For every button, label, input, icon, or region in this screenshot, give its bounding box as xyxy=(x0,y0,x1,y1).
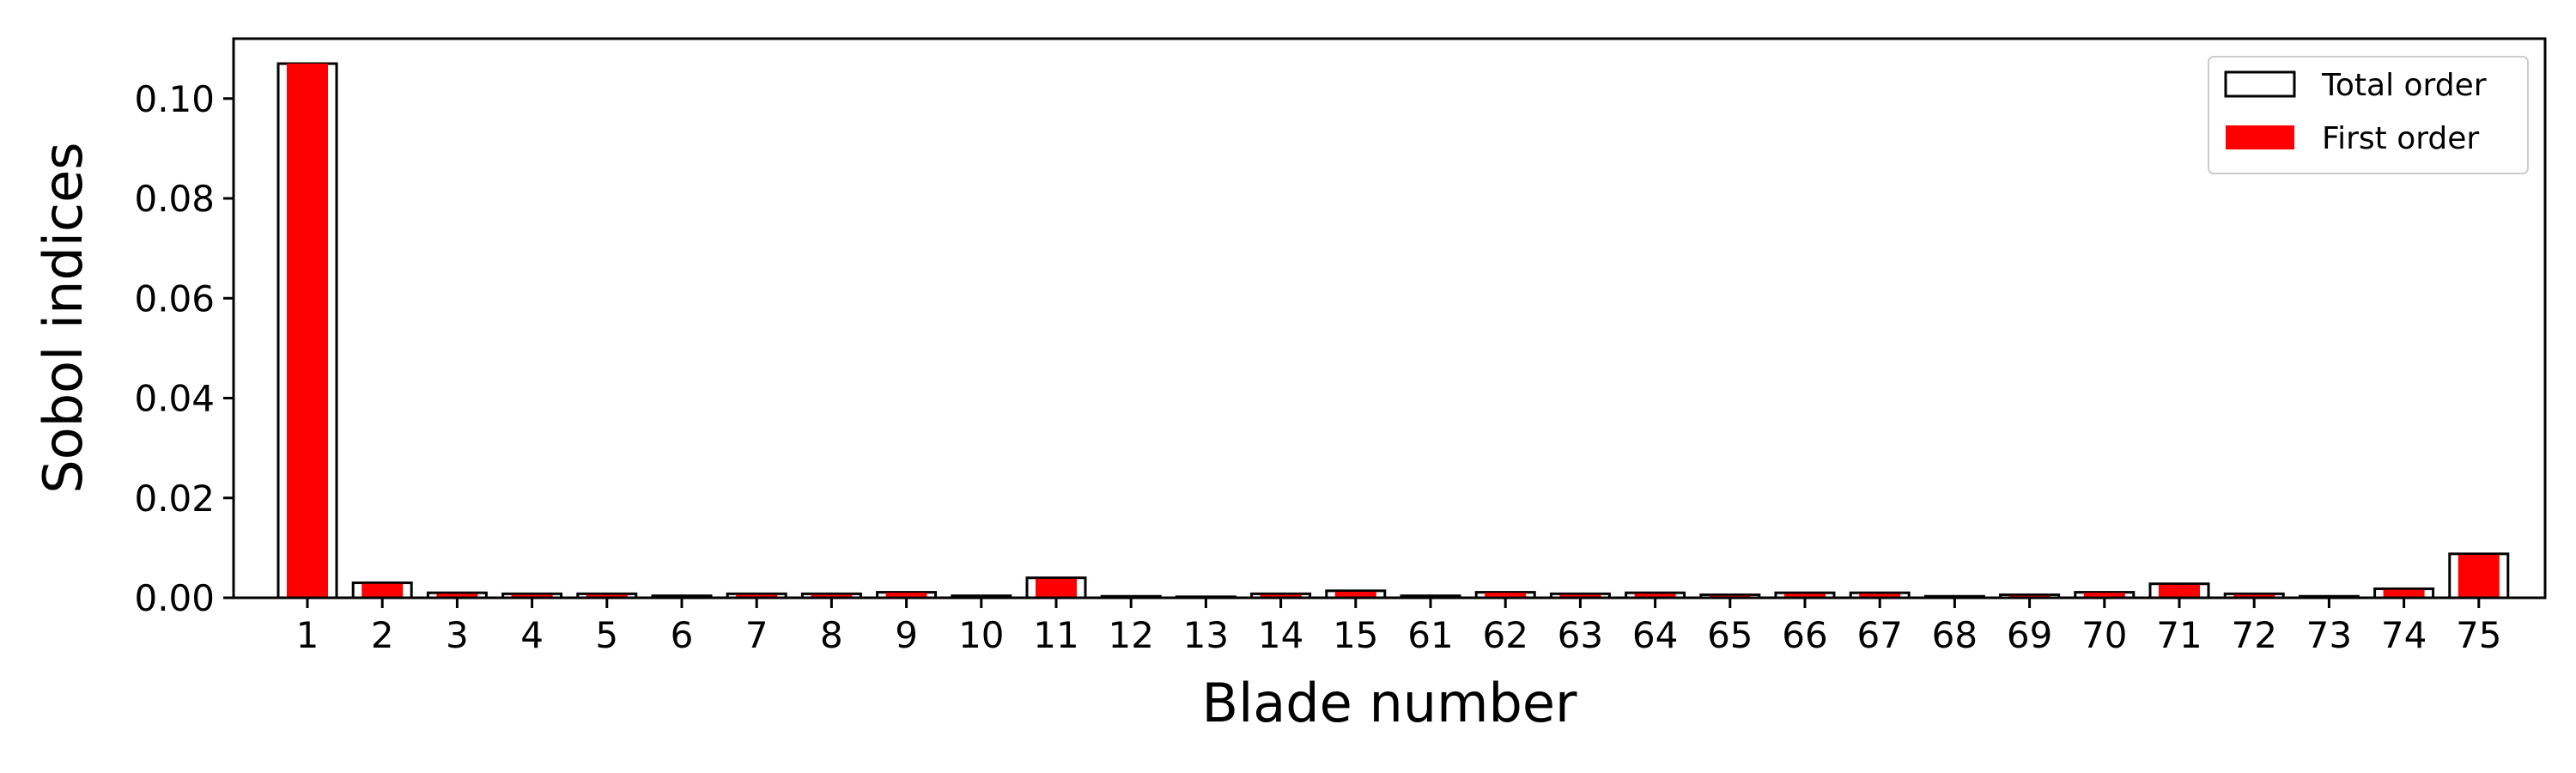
x-tick-label: 69 xyxy=(2007,614,2052,656)
y-tick-label: 0.08 xyxy=(134,178,215,220)
x-tick-label: 13 xyxy=(1183,614,1229,656)
x-tick-label: 72 xyxy=(2231,614,2276,656)
x-tick-label: 71 xyxy=(2156,614,2202,656)
legend-swatch-total-order xyxy=(2224,70,2296,98)
bar-first-order-67 xyxy=(1859,593,1901,598)
x-tick-label: 1 xyxy=(296,614,319,656)
x-tick-label: 12 xyxy=(1108,614,1153,656)
x-tick-label: 61 xyxy=(1407,614,1453,656)
legend-label-total-order: Total order xyxy=(2321,68,2487,103)
x-tick-label: 66 xyxy=(1782,614,1827,656)
x-tick-label: 2 xyxy=(371,614,394,656)
x-tick-label: 65 xyxy=(1707,614,1753,656)
y-tick-label: 0.10 xyxy=(134,78,215,120)
x-tick-label: 4 xyxy=(520,614,544,656)
x-tick-label: 10 xyxy=(958,614,1004,656)
y-axis: 0.00 0.02 0.04 0.06 0.08 0.10 xyxy=(134,78,234,619)
y-tick-label: 0.02 xyxy=(134,478,215,520)
x-tick-label: 8 xyxy=(820,614,843,656)
bar-first-order-63 xyxy=(1559,594,1601,598)
bar-first-order-72 xyxy=(2233,594,2275,598)
plot-frame xyxy=(232,37,2547,600)
x-tick-label: 64 xyxy=(1632,614,1678,656)
x-tick-label: 75 xyxy=(2456,614,2501,656)
x-tick-label: 11 xyxy=(1033,614,1078,656)
bar-first-order-71 xyxy=(2159,584,2200,598)
legend-swatch-first-order xyxy=(2226,125,2294,149)
bar-first-order-74 xyxy=(2383,589,2425,598)
x-axis: 1 2 3 4 5 6 7 8 9 10 11 12 13 14 15 61 62 63 64 65 66 67 68 69 7… xyxy=(296,598,2502,656)
x-tick-label: 62 xyxy=(1482,614,1528,656)
bar-first-order-14 xyxy=(1260,594,1302,598)
x-tick-label: 67 xyxy=(1856,614,1902,656)
bar-first-order-4 xyxy=(511,594,553,598)
x-tick-label: 3 xyxy=(446,614,469,656)
bar-first-order-15 xyxy=(1334,592,1376,598)
x-tick-label: 70 xyxy=(2081,614,2127,656)
y-tick-label: 0.06 xyxy=(134,277,215,320)
x-tick-label: 6 xyxy=(671,614,694,656)
bar-first-order-75 xyxy=(2458,555,2500,598)
x-tick-label: 63 xyxy=(1558,614,1603,656)
bar-first-order-2 xyxy=(361,583,404,598)
x-tick-label: 74 xyxy=(2381,614,2427,656)
x-tick-label: 15 xyxy=(1333,614,1378,656)
bar-first-order-64 xyxy=(1634,593,1676,598)
x-tick-label: 14 xyxy=(1258,614,1303,656)
y-axis-title: Sobol indices xyxy=(32,142,94,493)
bar-first-order-7 xyxy=(736,594,778,598)
legend: Total order First order xyxy=(2208,56,2529,174)
y-tick-label: 0.04 xyxy=(134,378,215,420)
x-axis-title: Blade number xyxy=(1202,672,1577,734)
bar-first-order-70 xyxy=(2083,593,2125,598)
bar-first-order-11 xyxy=(1036,578,1077,598)
bar-first-order-8 xyxy=(811,594,853,598)
bar-first-order-5 xyxy=(586,594,628,598)
bars-layer xyxy=(276,62,2510,600)
bar-first-order-66 xyxy=(1784,593,1826,598)
x-tick-label: 7 xyxy=(745,614,769,656)
legend-label-first-order: First order xyxy=(2322,121,2479,156)
bar-first-order-9 xyxy=(885,593,927,598)
x-tick-label: 73 xyxy=(2306,614,2352,656)
x-tick-label: 5 xyxy=(595,614,618,656)
x-tick-label: 9 xyxy=(895,614,918,656)
bar-first-order-3 xyxy=(436,593,478,598)
bar-first-order-62 xyxy=(1485,593,1527,598)
bar-first-order-1 xyxy=(287,64,328,598)
x-tick-label: 68 xyxy=(1932,614,1978,656)
y-tick-label: 0.00 xyxy=(134,577,215,619)
